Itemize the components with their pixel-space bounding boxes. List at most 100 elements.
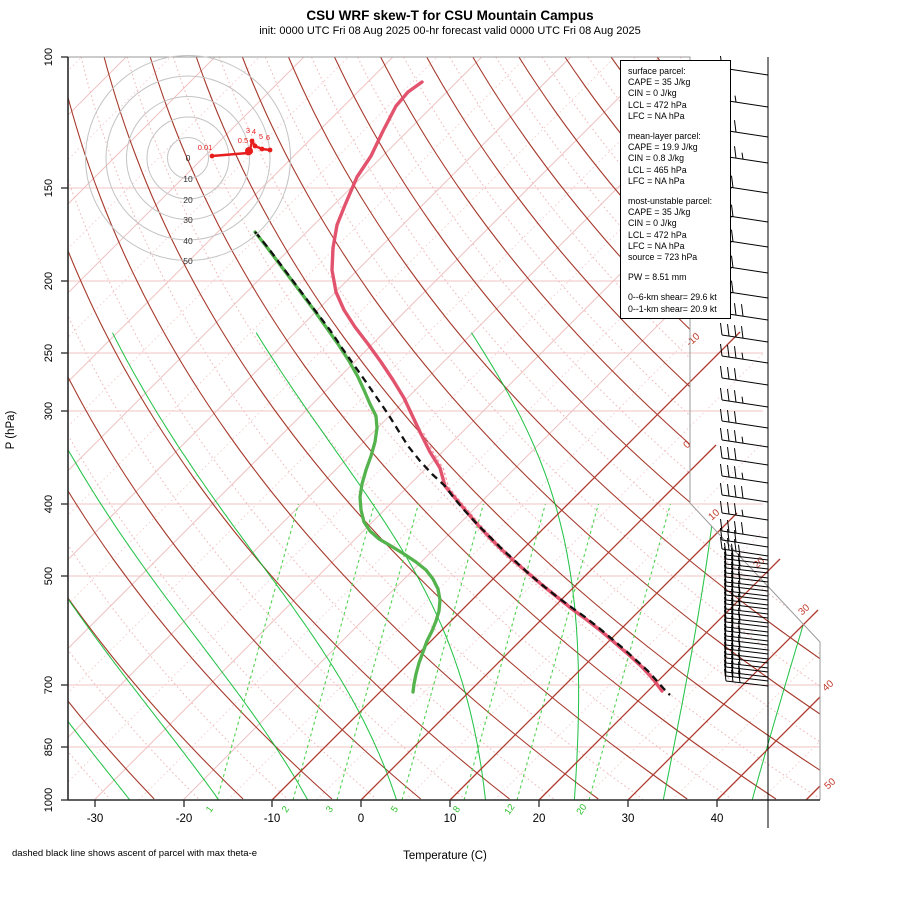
barb-feather (724, 654, 727, 668)
isotherm-label: 40 (821, 678, 837, 694)
barb-feather (731, 669, 734, 682)
dry-adiabat (310, 57, 820, 744)
barb-feather (731, 655, 734, 668)
temperature-curve (330, 80, 664, 693)
moist-adiabat (751, 332, 820, 800)
barb-feather (724, 546, 727, 560)
dry-adiabat (68, 476, 155, 800)
barb-shaft (721, 530, 769, 539)
isotherm-minor (68, 57, 527, 800)
hodograph-level-label: 6 (266, 133, 270, 142)
barb-feather (738, 611, 741, 624)
info-line: LFC = NA hPa (628, 175, 685, 186)
x-tick-label: 40 (711, 813, 724, 825)
footnote: dashed black line shows ascent of parcel… (12, 848, 258, 859)
barb-feather (720, 463, 723, 477)
barb-feather (720, 536, 723, 550)
hodograph-ring (85, 55, 291, 261)
barb-feather (724, 663, 727, 677)
y-tick-label: 400 (43, 495, 55, 513)
moist-adiabat (112, 332, 398, 800)
barb-feather (727, 345, 730, 358)
isotherm-minor (68, 57, 305, 800)
dry-adiabat (218, 57, 820, 800)
info-line: 0--1-km shear= 20.9 kt (628, 303, 717, 314)
barb-feather (738, 625, 741, 638)
info-line: LCL = 472 hPa (628, 99, 687, 110)
hodograph-ring-label: 40 (183, 236, 193, 246)
hodograph-level-label: 0.5 (238, 136, 248, 145)
barb-feather (734, 530, 737, 543)
barb-feather (738, 620, 741, 633)
barb-feather (727, 410, 730, 423)
hodograph-ring (167, 137, 209, 179)
hodograph-ring-label: 0 (186, 153, 191, 163)
x-tick-label: -20 (176, 813, 193, 825)
barb-half-feather (741, 436, 744, 444)
dry-adiabat (195, 57, 820, 800)
hodograph-point (252, 143, 258, 149)
dry-adiabat (149, 57, 777, 800)
hodograph-level-label: 0.01 (198, 143, 213, 152)
info-gap (628, 283, 730, 292)
isotherm-label: -10 (684, 331, 702, 349)
barb-feather (724, 645, 727, 659)
hodograph-point (249, 138, 255, 144)
barb-feather (727, 502, 730, 515)
barb-feather (734, 466, 737, 479)
mixing-ratio-label: 3 (324, 804, 336, 815)
barb-feather (734, 539, 737, 552)
barb-feather (724, 555, 727, 569)
barb-feather (731, 628, 734, 641)
isotherm-major (360, 444, 717, 801)
barb-half-feather (741, 152, 744, 160)
barb-feather (738, 566, 741, 579)
info-line: PW = 8.51 mm (628, 272, 687, 283)
dry-adiabat (68, 57, 599, 800)
dry-adiabat (495, 57, 820, 548)
barb-feather (738, 571, 741, 584)
parcel-info-box: surface parcel: CAPE = 35 J/kg CIN = 0 J/k… (620, 60, 731, 319)
barb-feather (731, 637, 734, 650)
barb-feather (720, 322, 723, 336)
hodograph-ring-label: 10 (183, 174, 193, 184)
isotherm-label: 30 (797, 602, 813, 618)
barb-feather (734, 430, 737, 443)
info-gap (628, 122, 730, 131)
info-line: 0--6-km shear= 29.6 kt (628, 292, 717, 303)
barb-feather (731, 556, 734, 569)
info-line: LFC = NA hPa (628, 110, 685, 121)
barb-feather (738, 652, 741, 665)
hodograph-ring-label: 50 (183, 256, 193, 266)
parcel-ascent-curve (254, 231, 671, 696)
dry-adiabat (68, 546, 111, 800)
info-line: CIN = 0 J/kg (628, 88, 677, 99)
barb-feather (738, 598, 741, 611)
barb-feather (720, 500, 723, 514)
isotherm-minor (68, 57, 260, 800)
barb-shaft (721, 334, 769, 343)
barb-feather (738, 544, 741, 557)
moist-adiabat (68, 332, 309, 800)
isotherm-minor (138, 57, 820, 800)
grid-adiabats (68, 57, 820, 800)
barb-feather (724, 564, 727, 578)
hodograph-point-bold (245, 147, 253, 155)
barb-feather (738, 584, 741, 597)
dry-adiabat (68, 308, 244, 800)
isotherm-minor (68, 57, 438, 800)
info-line: CAPE = 19.9 J/kg (628, 142, 698, 153)
barb-feather (727, 429, 730, 442)
x-axis-title: Temperature (C) (403, 850, 487, 862)
barb-feather (734, 485, 737, 498)
barb-feather (720, 365, 723, 379)
barb-feather (741, 304, 744, 317)
hodograph-level-label: 4 (252, 127, 256, 136)
y-tick-label: 850 (43, 738, 55, 756)
isotherm-minor (227, 57, 820, 800)
barb-feather (731, 574, 734, 587)
barb-feather (731, 646, 734, 659)
isotherm-minor (68, 57, 216, 800)
barb-shaft (721, 377, 769, 386)
barb-feather (731, 204, 734, 217)
